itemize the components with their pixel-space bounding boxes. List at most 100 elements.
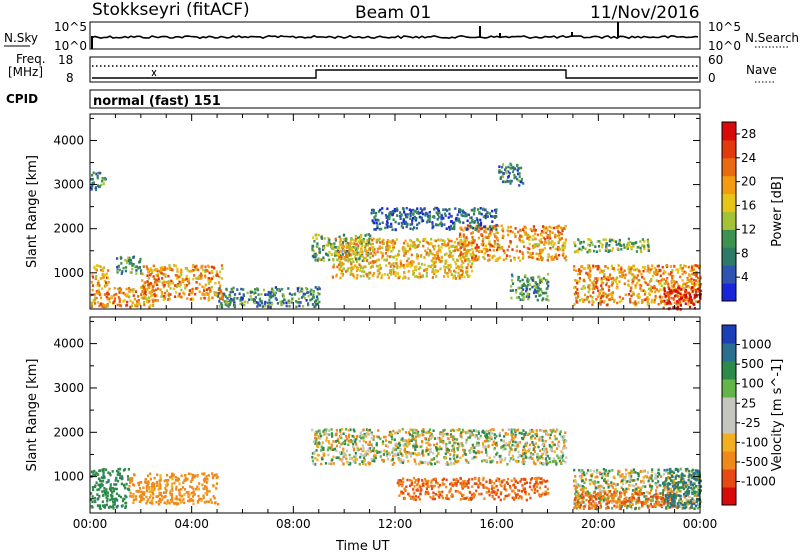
echo-cell — [132, 484, 136, 487]
echo-cell — [448, 208, 451, 211]
echo-cell — [516, 460, 519, 464]
echo-cell — [402, 277, 405, 280]
echo-cell — [120, 262, 123, 265]
echo-cell — [249, 291, 252, 294]
echo-cell — [531, 238, 534, 241]
echo-cell — [659, 274, 662, 278]
colorbar-tick-label: 28 — [741, 127, 756, 141]
echo-cell — [106, 491, 109, 495]
echo-cell — [395, 258, 398, 261]
echo-cell — [111, 487, 114, 490]
echo-cell — [351, 267, 354, 270]
echo-cell — [500, 170, 503, 174]
echo-cell — [604, 276, 607, 279]
echo-cell — [517, 450, 520, 454]
echo-cell — [603, 292, 606, 295]
echo-cell — [388, 261, 391, 265]
echo-cell — [641, 244, 644, 247]
echo-cell — [125, 261, 129, 264]
echo-cell — [358, 238, 361, 241]
echo-cell — [107, 269, 110, 272]
echo-cell — [207, 279, 210, 282]
echo-cell — [419, 461, 422, 464]
echo-cell — [453, 437, 456, 441]
echo-cell — [190, 499, 193, 502]
echo-cell — [545, 226, 548, 230]
echo-cell — [112, 301, 115, 304]
echo-cell — [386, 220, 389, 223]
echo-cell — [523, 448, 526, 452]
echo-cell — [689, 279, 692, 283]
echo-cell — [592, 286, 595, 289]
echo-cell — [459, 456, 462, 460]
echo-cell — [396, 266, 399, 270]
echo-cell — [454, 489, 457, 493]
echo-cell — [132, 501, 135, 504]
echo-cell — [149, 267, 152, 270]
echo-cell — [676, 295, 680, 298]
echo-cell — [268, 298, 271, 302]
echo-cell — [381, 211, 384, 215]
echo-cell — [415, 226, 418, 230]
echo-cell — [316, 244, 319, 247]
echo-cell — [202, 292, 205, 295]
echo-cell — [343, 248, 346, 252]
echo-cell — [421, 479, 424, 482]
echo-cell — [227, 305, 230, 308]
echo-cell — [587, 273, 590, 277]
echo-cell — [182, 498, 185, 501]
echo-cell — [459, 253, 462, 256]
echo-cell — [478, 211, 481, 214]
echo-cell — [485, 236, 488, 239]
echo-cell — [122, 469, 126, 472]
echo-cell — [109, 483, 112, 486]
echo-cell — [210, 285, 213, 289]
echo-cell — [485, 248, 489, 251]
echo-cell — [461, 454, 464, 457]
echo-cell — [120, 291, 123, 295]
echo-cell — [240, 287, 243, 291]
echo-cell — [356, 266, 360, 270]
echo-cell — [168, 283, 171, 286]
echo-cell — [555, 447, 559, 450]
echo-cell — [509, 167, 512, 170]
echo-cell — [394, 431, 397, 435]
echo-cell — [435, 442, 438, 446]
echo-cell — [539, 238, 543, 241]
echo-cell — [501, 227, 505, 230]
echo-cell — [463, 256, 466, 260]
echo-cell — [666, 299, 669, 302]
echo-cell — [121, 504, 124, 507]
echo-cell — [184, 474, 187, 477]
echo-cell — [520, 490, 524, 493]
echo-cell — [440, 217, 443, 221]
echo-cell — [117, 269, 120, 273]
echo-cell — [439, 432, 442, 436]
echo-cell — [328, 241, 331, 245]
echo-cell — [529, 235, 532, 239]
echo-cell — [675, 280, 678, 284]
echo-cell — [335, 456, 338, 459]
echo-cell — [93, 293, 96, 296]
echo-cell — [102, 493, 105, 497]
echo-cell — [406, 215, 409, 219]
echo-cell — [175, 502, 179, 505]
echo-cell — [564, 241, 567, 244]
echo-cell — [287, 299, 290, 303]
echo-cell — [113, 299, 116, 303]
echo-cell — [542, 452, 545, 456]
echo-cell — [303, 292, 307, 296]
echo-cell — [439, 431, 442, 434]
echo-cell — [672, 306, 675, 309]
noise-spikes — [91, 22, 619, 49]
echo-cell — [523, 225, 526, 229]
echo-cell — [684, 302, 687, 305]
echo-cell — [362, 428, 365, 432]
echo-cell — [109, 489, 112, 492]
echo-cell — [482, 445, 485, 449]
echo-cell — [322, 448, 325, 451]
echo-cell — [190, 269, 193, 273]
echo-cell — [366, 244, 369, 247]
echo-cell — [500, 224, 503, 228]
echo-cell — [135, 498, 138, 501]
